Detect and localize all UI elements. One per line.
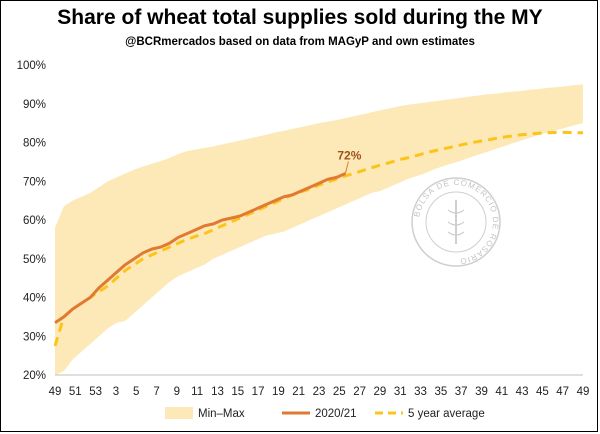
chart-subtitle: @BCRmercados based on data from MAGyP an…	[125, 36, 475, 48]
seal-inner-ring	[425, 191, 487, 253]
x-tick-label: 21	[292, 386, 305, 398]
band-layer	[55, 84, 583, 376]
x-tick-label: 23	[313, 386, 326, 398]
x-tick-label: 5	[133, 386, 139, 398]
y-tick-label: 100%	[17, 60, 46, 72]
x-tick-label: 45	[536, 386, 549, 398]
line-layer	[53, 130, 583, 347]
x-tick-label: 37	[455, 386, 468, 398]
x-tick-label: 29	[374, 386, 387, 398]
legend-swatch-min-max	[165, 407, 193, 419]
legend: Min–Max 2020/21 5 year average	[165, 407, 485, 420]
y-tick-label: 70%	[23, 176, 46, 188]
x-tick-label: 19	[272, 386, 285, 398]
x-tick-label: 49	[49, 386, 62, 398]
x-tick-label: 15	[231, 386, 244, 398]
x-tick-label: 17	[252, 386, 265, 398]
y-tick-label: 20%	[23, 370, 46, 382]
y-tick-label: 30%	[23, 331, 46, 343]
x-tick-label: 35	[434, 386, 447, 398]
series-band-min-max	[55, 84, 583, 376]
x-tick-label: 7	[153, 386, 159, 398]
x-tick-label: 3	[113, 386, 119, 398]
x-tick-label: 11	[191, 386, 203, 398]
x-tick-label: 53	[89, 386, 102, 398]
legend-label: 5 year average	[408, 408, 485, 420]
series-line-2020-21	[54, 172, 347, 324]
y-tick-label: 90%	[23, 99, 46, 111]
x-tick-label: 41	[495, 386, 508, 398]
x-tick-label: 27	[353, 386, 366, 398]
annotation-leader	[344, 161, 349, 174]
legend-label: Min–Max	[198, 408, 245, 420]
legend-label: 2020/21	[315, 408, 357, 420]
x-tick-label: 47	[556, 386, 569, 398]
x-tick-label: 13	[211, 386, 224, 398]
chart-title: Share of wheat total supplies sold durin…	[57, 6, 543, 29]
x-tick-label: 33	[414, 386, 427, 398]
y-tick-label: 40%	[23, 293, 46, 305]
y-tick-label: 60%	[23, 215, 46, 227]
x-tick-label: 51	[69, 386, 82, 398]
x-tick-label: 25	[333, 386, 346, 398]
y-tick-label: 50%	[23, 254, 46, 266]
series-line-5-year-average	[53, 130, 583, 347]
watermark-seal: BOLSA DE COMERCIO DE ROSARIO	[411, 177, 501, 267]
x-tick-label: 39	[475, 386, 488, 398]
x-tick-label: 9	[174, 386, 180, 398]
seal-snake-icon	[447, 209, 465, 236]
annotation-label: 72%	[337, 149, 361, 163]
x-tick-label: 31	[394, 386, 407, 398]
y-tick-label: 80%	[23, 138, 46, 150]
seal-outer-ring	[411, 177, 501, 267]
x-tick-label: 49	[577, 386, 590, 398]
axis-layer: 100%90%80%70%60%50%40%30%20%49 51 53 3 5 7 9 11…	[17, 60, 590, 398]
x-tick-label: 43	[516, 386, 529, 398]
